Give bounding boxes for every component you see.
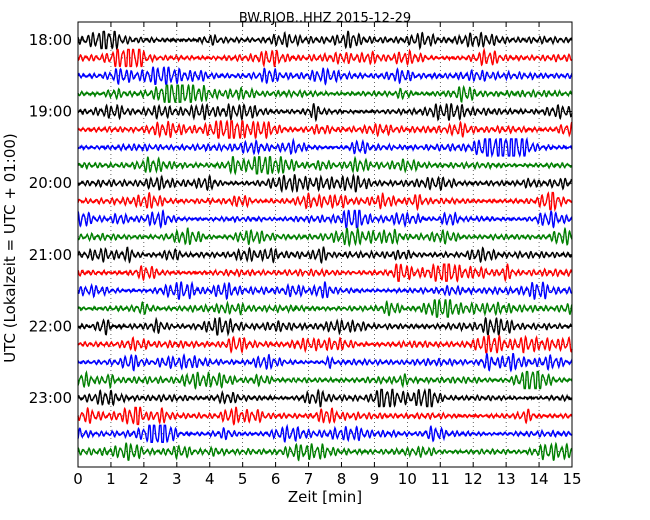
trace-2030: [77, 209, 573, 230]
x-tick-label: 13: [497, 470, 516, 488]
trace-1815: [77, 47, 573, 69]
trace-1945: [77, 155, 573, 176]
trace-1800: [77, 30, 573, 51]
trace-1845: [77, 83, 573, 104]
y-tick-label: 19:00: [29, 103, 72, 121]
trace-2000: [77, 173, 573, 194]
x-tick-label: 0: [73, 470, 83, 488]
x-tick-label: 1: [106, 470, 116, 488]
y-tick-label: 21:00: [29, 246, 72, 264]
x-tick-label: 15: [562, 470, 581, 488]
trace-2330: [77, 423, 573, 444]
x-tick-label: 10: [398, 470, 417, 488]
trace-2345: [77, 441, 573, 462]
trace-2200: [77, 316, 573, 337]
y-axis-label: UTC (Lokalzeit = UTC + 01:00): [1, 133, 19, 363]
x-tick-label: 14: [530, 470, 549, 488]
trace-1830: [77, 66, 573, 86]
x-tick-label: 11: [431, 470, 450, 488]
trace-2230: [77, 352, 573, 373]
seismogram-traces: [77, 30, 573, 462]
chart-title: BW.RJOB..HHZ 2015-12-29: [238, 11, 412, 26]
x-tick-label: 7: [304, 470, 314, 488]
trace-2300: [77, 387, 573, 408]
trace-1915: [77, 119, 573, 140]
y-tick-label: 20:00: [29, 174, 72, 192]
y-tick-label: 18:00: [29, 31, 72, 49]
axes-frame: [77, 21, 573, 468]
trace-2315: [77, 406, 573, 426]
trace-2015: [77, 191, 573, 212]
x-tick-label: 6: [271, 470, 281, 488]
x-tick-label: 9: [370, 470, 380, 488]
trace-2215: [77, 334, 573, 355]
trace-2100: [77, 246, 573, 264]
trace-2045: [77, 226, 573, 248]
y-tick-label: 23:00: [29, 389, 72, 407]
trace-2245: [77, 370, 573, 391]
x-tick-label: 12: [464, 470, 483, 488]
y-tick-label: 22:00: [29, 317, 72, 335]
x-tick-label: 8: [337, 470, 347, 488]
x-axis-label: Zeit [min]: [287, 488, 363, 506]
x-tick-label: 3: [172, 470, 182, 488]
trace-2115: [77, 262, 573, 283]
trace-1900: [77, 102, 573, 123]
x-tick-label: 2: [139, 470, 149, 488]
trace-1930: [77, 136, 573, 159]
trace-2130: [77, 280, 573, 301]
x-tick-label: 5: [238, 470, 248, 488]
axis-ticks: 0 1 2 3 4 5 6 7 8 9 10 11 12 13 14 1518:0019:0020:0021:…: [29, 22, 582, 488]
trace-2145: [77, 299, 573, 318]
x-tick-label: 4: [205, 470, 215, 488]
